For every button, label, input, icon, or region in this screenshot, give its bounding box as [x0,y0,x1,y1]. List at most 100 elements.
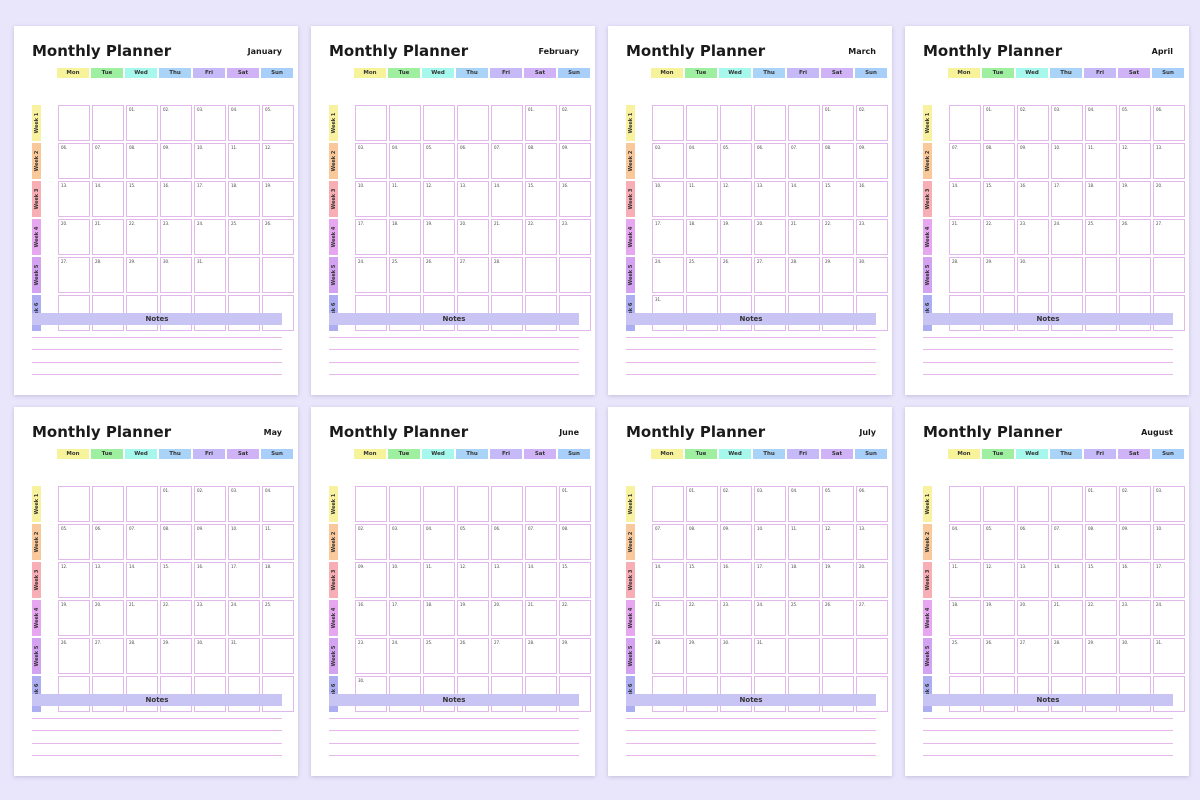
day-cell[interactable]: 30. [194,638,226,674]
day-cell[interactable]: 22. [525,219,557,255]
day-cell[interactable]: 14. [1051,562,1083,598]
day-cell[interactable]: 31. [228,638,260,674]
day-cell[interactable]: 24. [1051,219,1083,255]
day-cell[interactable]: 23. [194,600,226,636]
note-line[interactable] [32,755,282,756]
note-line[interactable] [626,718,876,719]
day-cell[interactable]: 15. [686,562,718,598]
day-cell[interactable]: 08. [525,143,557,179]
day-cell[interactable]: 30. [1017,257,1049,293]
day-cell[interactable] [92,486,124,522]
day-cell[interactable]: 24. [228,600,260,636]
day-cell[interactable]: 11. [262,524,294,560]
day-cell[interactable]: 18. [686,219,718,255]
day-cell[interactable]: 23. [559,219,591,255]
day-cell[interactable]: 28. [491,257,523,293]
day-cell[interactable] [262,257,294,293]
day-cell[interactable]: 04. [262,486,294,522]
note-line[interactable] [626,374,876,375]
day-cell[interactable]: 07. [788,143,820,179]
day-cell[interactable]: 21. [491,219,523,255]
day-cell[interactable]: 19. [822,562,854,598]
day-cell[interactable]: 23. [355,638,387,674]
day-cell[interactable]: 26. [58,638,90,674]
day-cell[interactable] [822,638,854,674]
day-cell[interactable]: 29. [1085,638,1117,674]
day-cell[interactable]: 13. [58,181,90,217]
day-cell[interactable]: 31. [1153,638,1185,674]
day-cell[interactable]: 24. [194,219,226,255]
note-line[interactable] [329,743,579,744]
day-cell[interactable]: 05. [457,524,489,560]
day-cell[interactable]: 29. [822,257,854,293]
day-cell[interactable]: 03. [754,486,786,522]
day-cell[interactable]: 06. [58,143,90,179]
day-cell[interactable]: 11. [686,181,718,217]
day-cell[interactable]: 21. [652,600,684,636]
day-cell[interactable] [559,257,591,293]
note-line[interactable] [923,743,1173,744]
note-line[interactable] [923,337,1173,338]
day-cell[interactable]: 03. [1051,105,1083,141]
day-cell[interactable]: 08. [559,524,591,560]
day-cell[interactable]: 29. [160,638,192,674]
day-cell[interactable]: 04. [949,524,981,560]
day-cell[interactable]: 17. [389,600,421,636]
day-cell[interactable]: 25. [686,257,718,293]
day-cell[interactable]: 07. [491,143,523,179]
day-cell[interactable] [983,486,1015,522]
note-line[interactable] [923,374,1173,375]
day-cell[interactable]: 05. [720,143,752,179]
day-cell[interactable]: 16. [1017,181,1049,217]
day-cell[interactable]: 06. [1153,105,1185,141]
day-cell[interactable]: 08. [983,143,1015,179]
day-cell[interactable]: 20. [457,219,489,255]
day-cell[interactable]: 25. [389,257,421,293]
day-cell[interactable]: 24. [355,257,387,293]
day-cell[interactable]: 09. [1017,143,1049,179]
day-cell[interactable] [788,638,820,674]
day-cell[interactable]: 21. [525,600,557,636]
day-cell[interactable]: 15. [525,181,557,217]
day-cell[interactable]: 16. [194,562,226,598]
day-cell[interactable]: 30. [160,257,192,293]
day-cell[interactable] [423,105,455,141]
day-cell[interactable]: 11. [1085,143,1117,179]
day-cell[interactable]: 26. [1119,219,1151,255]
day-cell[interactable]: 18. [1085,181,1117,217]
day-cell[interactable]: 02. [856,105,888,141]
day-cell[interactable]: 03. [389,524,421,560]
day-cell[interactable] [720,105,752,141]
day-cell[interactable]: 12. [262,143,294,179]
day-cell[interactable]: 26. [423,257,455,293]
day-cell[interactable] [949,105,981,141]
day-cell[interactable]: 15. [559,562,591,598]
day-cell[interactable]: 04. [686,143,718,179]
day-cell[interactable]: 28. [652,638,684,674]
day-cell[interactable]: 21. [949,219,981,255]
day-cell[interactable]: 16. [856,181,888,217]
day-cell[interactable]: 10. [1153,524,1185,560]
day-cell[interactable]: 26. [262,219,294,255]
day-cell[interactable]: 10. [652,181,684,217]
day-cell[interactable]: 14. [92,181,124,217]
day-cell[interactable]: 27. [1017,638,1049,674]
day-cell[interactable]: 07. [525,524,557,560]
note-line[interactable] [626,743,876,744]
day-cell[interactable]: 31. [754,638,786,674]
day-cell[interactable]: 02. [355,524,387,560]
day-cell[interactable]: 14. [525,562,557,598]
day-cell[interactable]: 13. [1017,562,1049,598]
day-cell[interactable]: 17. [355,219,387,255]
note-line[interactable] [32,349,282,350]
day-cell[interactable]: 17. [228,562,260,598]
day-cell[interactable]: 28. [126,638,158,674]
day-cell[interactable]: 16. [355,600,387,636]
note-line[interactable] [923,349,1173,350]
day-cell[interactable]: 17. [194,181,226,217]
day-cell[interactable]: 21. [1051,600,1083,636]
day-cell[interactable]: 27. [856,600,888,636]
day-cell[interactable]: 28. [949,257,981,293]
day-cell[interactable] [754,105,786,141]
day-cell[interactable]: 06. [457,143,489,179]
